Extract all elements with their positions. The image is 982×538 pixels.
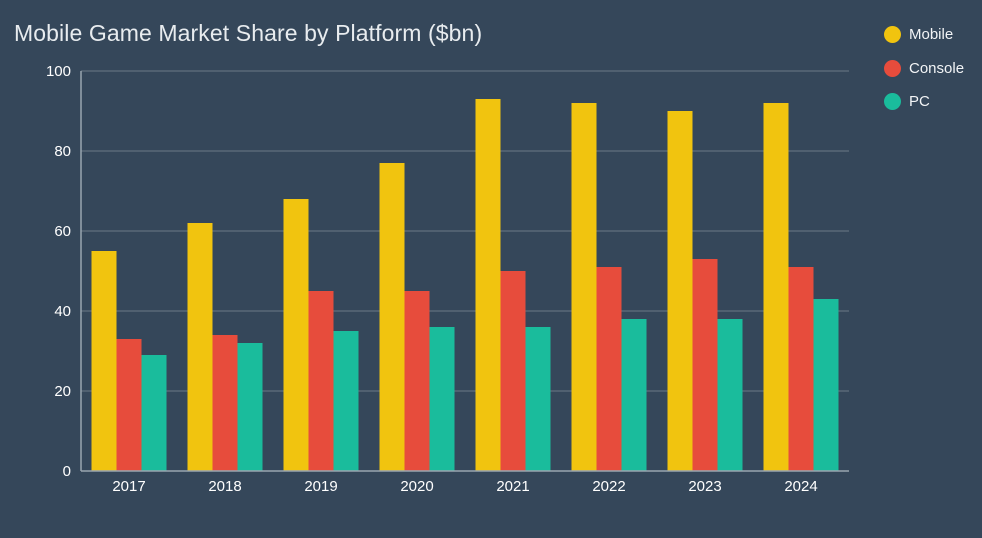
bar-pc-2024[interactable] bbox=[813, 299, 839, 471]
legend-item-pc[interactable]: PC bbox=[884, 85, 964, 119]
x-tick-label-2022: 2022 bbox=[592, 478, 625, 495]
x-tick-label-2018: 2018 bbox=[208, 478, 241, 495]
x-tick-label-2024: 2024 bbox=[784, 478, 817, 495]
bar-console-2022[interactable] bbox=[596, 267, 622, 471]
x-tick-label-2023: 2023 bbox=[688, 478, 721, 495]
bar-console-2023[interactable] bbox=[692, 259, 718, 471]
bar-pc-2018[interactable] bbox=[237, 343, 263, 471]
bar-console-2020[interactable] bbox=[404, 291, 430, 471]
x-tick-label-2021: 2021 bbox=[496, 478, 529, 495]
legend-marker-mobile bbox=[884, 26, 901, 44]
tick-labels: 0 20 40 60 80 100 2017 2018 2019 2020 2021 2022 2023… bbox=[46, 63, 818, 495]
legend-item-mobile[interactable]: Mobile bbox=[884, 18, 964, 52]
bar-console-2017[interactable] bbox=[116, 339, 142, 471]
bar-console-2024[interactable] bbox=[788, 267, 814, 471]
legend-item-console[interactable]: Console bbox=[884, 52, 964, 86]
bar-pc-2022[interactable] bbox=[621, 319, 647, 471]
bar-pc-2017[interactable] bbox=[141, 355, 167, 471]
x-tick-label-2017: 2017 bbox=[112, 478, 145, 495]
bar-mobile-2018[interactable] bbox=[187, 223, 213, 471]
legend-label-pc: PC bbox=[909, 93, 930, 111]
bar-mobile-2024[interactable] bbox=[763, 103, 789, 471]
bar-mobile-2020[interactable] bbox=[379, 163, 405, 471]
bar-pc-2023[interactable] bbox=[717, 319, 743, 471]
bar-mobile-2021[interactable] bbox=[475, 99, 501, 471]
chart-title: Mobile Game Market Share by Platform ($b… bbox=[14, 20, 483, 46]
bar-mobile-2022[interactable] bbox=[571, 103, 597, 471]
legend-marker-pc bbox=[884, 93, 901, 111]
y-tick-label-60: 60 bbox=[54, 223, 71, 240]
y-tick-label-100: 100 bbox=[46, 63, 71, 80]
y-tick-label-40: 40 bbox=[54, 303, 71, 320]
axes bbox=[80, 71, 849, 472]
bar-mobile-2023[interactable] bbox=[667, 111, 693, 471]
bar-console-2018[interactable] bbox=[212, 335, 238, 471]
bar-mobile-2017[interactable] bbox=[91, 251, 117, 471]
x-tick-label-2020: 2020 bbox=[400, 478, 433, 495]
y-tick-label-20: 20 bbox=[54, 383, 71, 400]
bar-pc-2020[interactable] bbox=[429, 327, 455, 471]
legend-marker-console bbox=[884, 59, 901, 77]
bar-console-2019[interactable] bbox=[308, 291, 334, 471]
legend-label-mobile: Mobile bbox=[909, 26, 954, 44]
y-tick-label-80: 80 bbox=[54, 143, 71, 160]
x-tick-label-2019: 2019 bbox=[304, 478, 337, 495]
bar-console-2021[interactable] bbox=[500, 271, 526, 471]
bar-pc-2021[interactable] bbox=[525, 327, 551, 471]
legend-label-console: Console bbox=[909, 59, 965, 77]
legend: Mobile Console PC bbox=[884, 18, 964, 119]
y-tick-label-0: 0 bbox=[63, 463, 71, 480]
bar-pc-2019[interactable] bbox=[333, 331, 359, 471]
bar-mobile-2019[interactable] bbox=[283, 199, 309, 471]
bars bbox=[91, 99, 839, 471]
